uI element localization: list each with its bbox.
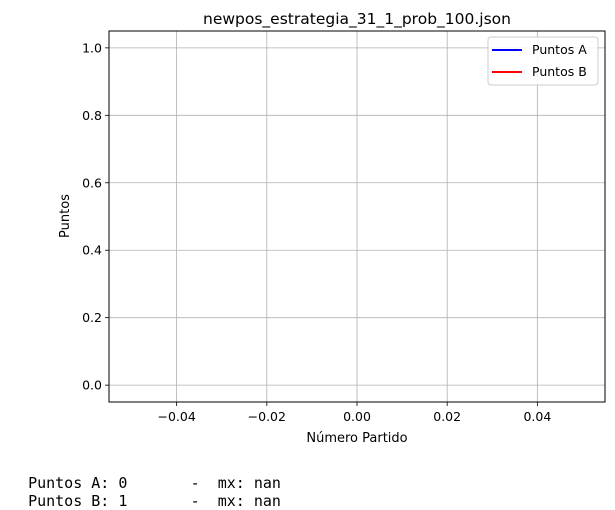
- grid-lines: [109, 31, 605, 402]
- y-axis-label: Puntos: [58, 194, 73, 238]
- x-tick-label: 0.02: [433, 409, 461, 424]
- footer-mx-b: mx: nan: [217, 492, 281, 510]
- y-tick-label: 0.2: [82, 310, 102, 325]
- y-tick-label: 0.0: [82, 378, 102, 393]
- footer-line-a: Puntos A: 0 - mx: nan: [10, 456, 281, 492]
- footer-sep-a: -: [190, 474, 200, 492]
- y-tick-label: 0.6: [82, 175, 102, 190]
- chart-title: newpos_estrategia_31_1_prob_100.json: [203, 10, 511, 29]
- x-tick-label: −0.02: [248, 409, 286, 424]
- legend: Puntos A Puntos B: [487, 36, 599, 86]
- x-tick-label: −0.04: [157, 409, 195, 424]
- footer-label-a: Puntos A: 0: [28, 474, 128, 492]
- x-axis-label: Número Partido: [306, 431, 407, 446]
- y-tick-label: 0.8: [82, 108, 102, 123]
- footer-sep-b: -: [190, 492, 200, 510]
- footer-label-b: Puntos B: 1: [28, 492, 128, 510]
- legend-label-b: Puntos B: [532, 64, 587, 79]
- y-axis-ticks: 0.0 0.2 0.4 0.6 0.8 1.0: [82, 40, 109, 393]
- legend-label-a: Puntos A: [532, 42, 587, 57]
- y-tick-label: 1.0: [82, 40, 102, 55]
- chart: −0.04 −0.02 0.00 0.02 0.04 0.0 0.2 0.4 0.6 0.8 1.…: [58, 10, 606, 446]
- footer-line-b: Puntos B: 1 - mx: nan: [10, 474, 281, 510]
- footer-mx-a: mx: nan: [217, 474, 281, 492]
- x-axis-ticks: −0.04 −0.02 0.00 0.02 0.04: [157, 402, 551, 424]
- y-tick-label: 0.4: [82, 243, 102, 258]
- x-tick-label: 0.00: [343, 409, 371, 424]
- x-tick-label: 0.04: [523, 409, 551, 424]
